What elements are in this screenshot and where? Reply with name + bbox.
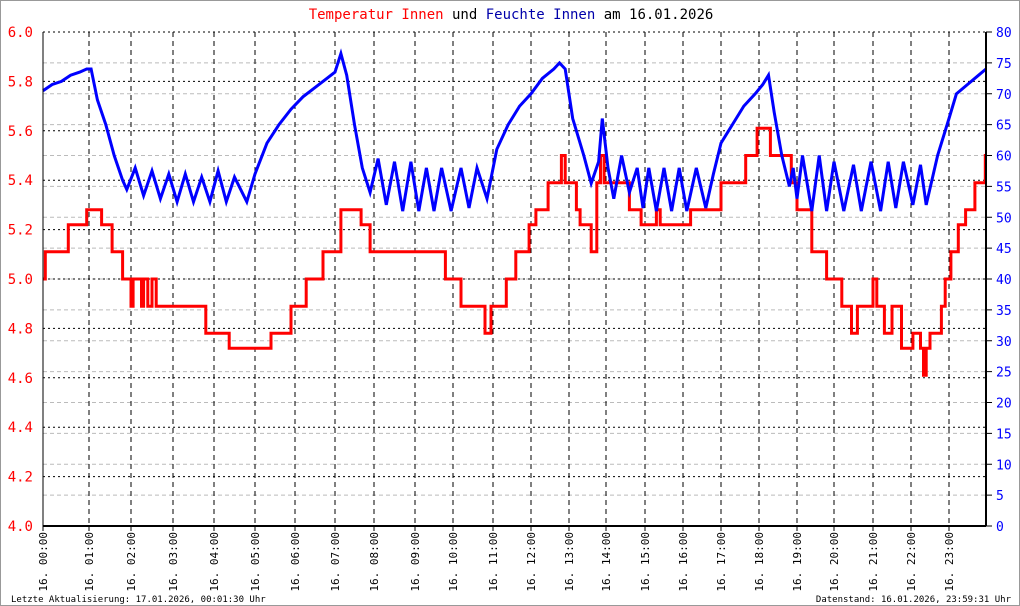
- right-tick-label: 60: [996, 150, 1012, 165]
- right-tick-label: 35: [996, 304, 1012, 319]
- left-tick-label: 4.4: [8, 420, 33, 436]
- x-tick-label: 16. 09:00: [409, 532, 422, 592]
- right-tick-label: 20: [996, 397, 1012, 412]
- right-tick-label: 10: [996, 458, 1012, 473]
- x-tick-label: 16. 01:00: [83, 532, 96, 592]
- right-tick-label: 0: [996, 520, 1004, 535]
- x-tick-label: 16. 14:00: [600, 532, 613, 592]
- right-tick-label: 40: [996, 273, 1012, 288]
- x-tick-label: 16. 22:00: [905, 532, 918, 592]
- right-tick-label: 50: [996, 211, 1012, 226]
- right-tick-label: 65: [996, 119, 1012, 134]
- right-tick-label: 30: [996, 335, 1012, 350]
- x-tick-label: 16. 13:00: [563, 532, 576, 592]
- left-tick-label: 5.6: [8, 124, 33, 140]
- left-tick-label: 6.0: [8, 25, 33, 41]
- left-tick-label: 5.2: [8, 223, 33, 239]
- left-tick-label: 5.0: [8, 272, 33, 288]
- x-tick-label: 16. 23:00: [943, 532, 956, 592]
- right-tick-label: 55: [996, 180, 1012, 195]
- x-tick-label: 16. 07:00: [329, 532, 342, 592]
- x-tick-label: 16. 16:00: [677, 532, 690, 592]
- x-tick-label: 16. 03:00: [167, 532, 180, 592]
- x-tick-label: 16. 12:00: [525, 532, 538, 592]
- title-humidity: Feuchte Innen: [486, 7, 596, 23]
- footer-data-status: Datenstand: 16.01.2026, 23:59:31 Uhr: [816, 595, 1012, 605]
- x-tick-label: 16. 17:00: [715, 532, 728, 592]
- left-tick-label: 4.2: [8, 470, 33, 486]
- chart-title: Temperatur Innen und Feuchte Innen am 16…: [309, 7, 714, 23]
- left-tick-label: 5.8: [8, 74, 33, 90]
- x-tick-label: 16. 05:00: [249, 532, 262, 592]
- right-tick-label: 75: [996, 57, 1012, 72]
- left-tick-label: 5.4: [8, 173, 33, 189]
- left-tick-label: 4.0: [8, 519, 33, 535]
- right-tick-label: 25: [996, 366, 1012, 381]
- left-tick-label: 4.6: [8, 371, 33, 387]
- left-tick-label: 4.8: [8, 321, 33, 337]
- x-tick-label: 16. 18:00: [753, 532, 766, 592]
- right-tick-label: 45: [996, 242, 1012, 257]
- title-date: am 16.01.2026: [604, 7, 714, 23]
- x-tick-label: 16. 11:00: [487, 532, 500, 592]
- x-tick-label: 16. 19:00: [791, 532, 804, 592]
- footer-last-update: Letzte Aktualisierung: 17.01.2026, 00:01…: [11, 595, 266, 605]
- x-tick-label: 16. 02:00: [125, 532, 138, 592]
- right-tick-label: 15: [996, 427, 1012, 442]
- x-tick-label: 16. 06:00: [289, 532, 302, 592]
- x-tick-label: 16. 00:00: [37, 532, 50, 592]
- x-tick-label: 16. 08:00: [368, 532, 381, 592]
- x-tick-label: 16. 04:00: [208, 532, 221, 592]
- x-tick-label: 16. 21:00: [867, 532, 880, 592]
- x-tick-label: 16. 20:00: [828, 532, 841, 592]
- x-tick-label: 16. 10:00: [447, 532, 460, 592]
- humidity-line: [42, 48, 987, 212]
- right-tick-label: 70: [996, 88, 1012, 103]
- title-and: und: [452, 7, 477, 23]
- temperature-line: [43, 126, 987, 377]
- right-tick-label: 80: [996, 26, 1012, 41]
- x-tick-label: 16. 15:00: [639, 532, 652, 592]
- title-temperature: Temperatur Innen: [309, 7, 444, 23]
- right-tick-label: 5: [996, 489, 1004, 504]
